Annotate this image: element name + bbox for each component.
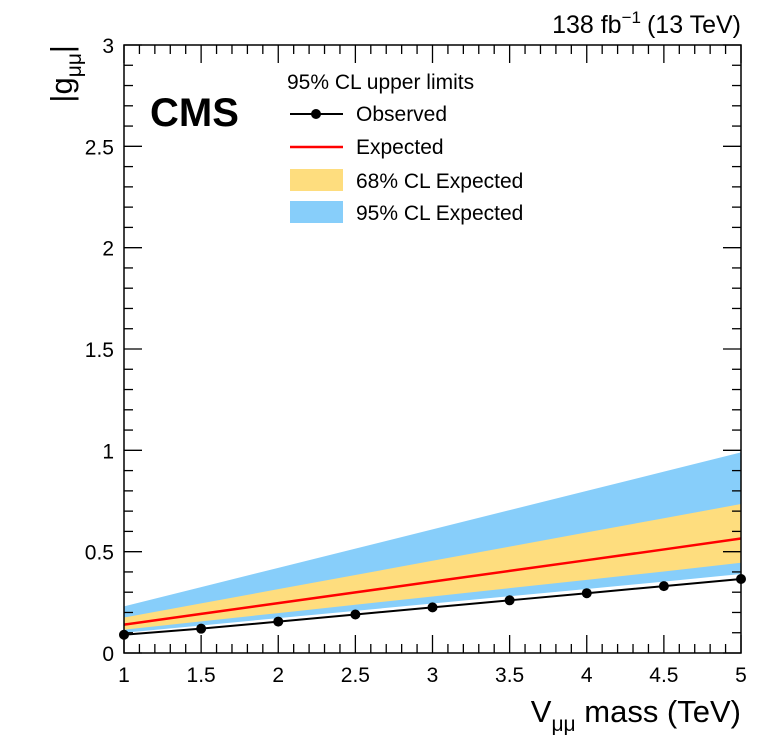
legend-95-label: 95% CL Expected [356,202,523,225]
observed-point [350,609,361,620]
observed-point [273,616,284,627]
lumi-label: 138 fb−1 (13 TeV) [552,8,741,39]
observed-point [427,602,438,613]
x-tick-label: 5 [735,664,747,687]
y-tick-label: 1 [102,440,114,463]
x-tick-label: 1.5 [187,664,216,687]
cms-label: CMS [150,91,239,135]
legend-68-label: 68% CL Expected [356,170,523,193]
x-tick-label: 3 [427,664,439,687]
x-tick-label: 2 [272,664,284,687]
observed-point [504,595,515,606]
x-tick-label: 3.5 [495,664,524,687]
x-tick-label: 4 [581,664,593,687]
legend-expected-label: Expected [356,136,444,159]
legend-observed-label: Observed [356,103,447,126]
observed-point [196,623,207,634]
legend-95-swatch [290,201,343,223]
y-tick-labels: 0 0.5 1 1.5 2 2.5 3 [85,35,114,666]
axis-ticks [123,44,742,654]
legend-observed-marker-swatch [311,109,321,119]
legend-68-swatch [290,169,343,191]
observed-point [581,588,592,599]
y-tick-label: 3 [102,35,114,58]
x-tick-label: 2.5 [341,664,370,687]
y-tick-label: 2.5 [85,136,114,159]
legend-header: 95% CL upper limits [287,71,474,94]
y-axis-title: |gμμ| [44,45,86,103]
x-axis-title: Vμμ mass (TeV) [531,694,741,736]
band-95-expected [124,452,741,633]
data-layer [119,452,746,640]
x-tick-label: 1 [118,664,130,687]
x-tick-label: 4.5 [649,664,678,687]
x-tick-labels: 1 1.5 2 2.5 3 3.5 4 4.5 5 [118,664,747,687]
y-tick-label: 0 [102,643,114,666]
legend: 95% CL upper limits Observed Expected 68… [287,71,523,225]
y-tick-label: 0.5 [85,542,114,565]
y-tick-label: 2 [102,238,114,261]
expected-line [123,537,742,626]
observed-point [658,581,669,592]
y-tick-label: 1.5 [85,339,114,362]
band-68-expected [124,504,741,630]
